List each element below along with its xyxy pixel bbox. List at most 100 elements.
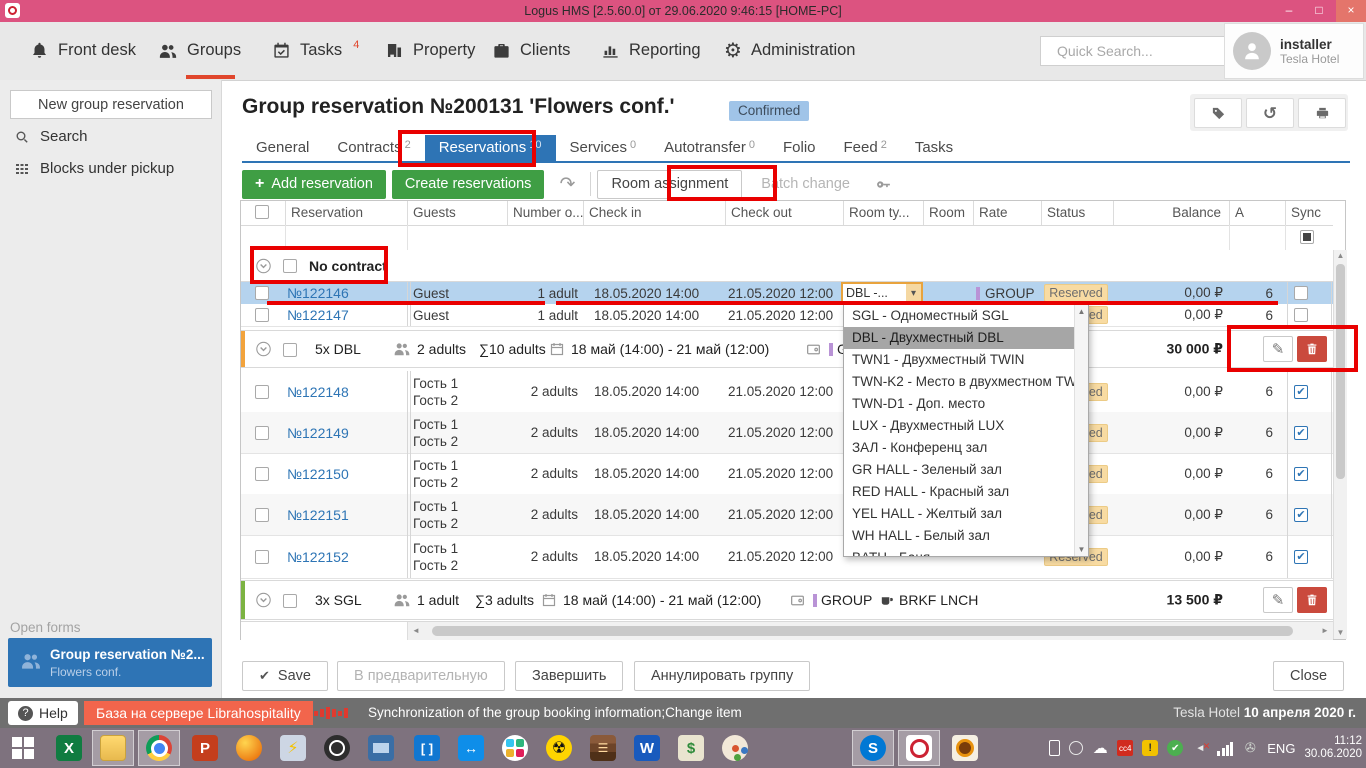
reservation-link[interactable]: №122148 bbox=[287, 383, 349, 400]
nav-groups[interactable]: Groups bbox=[158, 22, 241, 79]
nav-clients[interactable]: Clients bbox=[492, 22, 570, 79]
taskbar-obs[interactable] bbox=[316, 730, 358, 766]
dropdown-scrollbar[interactable]: ▲ ▼ bbox=[1074, 305, 1088, 556]
warning-icon[interactable] bbox=[1142, 740, 1159, 756]
col-balance[interactable]: Balance bbox=[1113, 201, 1225, 225]
col-number[interactable]: Number o... bbox=[507, 201, 583, 225]
room-type-option[interactable]: YEL HALL - Желтый зал bbox=[852, 506, 1003, 521]
batch-change-button[interactable]: Batch change bbox=[761, 176, 850, 192]
collapse-icon[interactable] bbox=[255, 341, 272, 358]
sync-checkbox[interactable] bbox=[1294, 286, 1308, 300]
help-button[interactable]: ? Help bbox=[8, 701, 78, 725]
scrollbar-thumb[interactable] bbox=[1336, 264, 1345, 479]
sync-checkbox[interactable] bbox=[1294, 308, 1308, 322]
delete-group-button[interactable] bbox=[1297, 587, 1327, 613]
row-checkbox[interactable] bbox=[255, 308, 269, 322]
col-checkin[interactable]: Check in bbox=[583, 201, 725, 225]
print-button[interactable] bbox=[1298, 98, 1346, 128]
taskbar-winrar[interactable] bbox=[582, 730, 624, 766]
room-type-option[interactable]: GR HALL - Зеленый зал bbox=[852, 462, 1002, 477]
tab-reservations[interactable]: Reservations 10 bbox=[424, 135, 556, 162]
user-panel[interactable]: installer Tesla Hotel bbox=[1224, 23, 1364, 79]
scrollbar-thumb[interactable] bbox=[432, 626, 1293, 636]
table-row[interactable]: №122149 Гость 1 Гость 2 2 adults 18.05.20… bbox=[241, 412, 1333, 454]
table-row[interactable]: №122148 Гость 1 Гость 2 2 adults 18.05.20… bbox=[241, 371, 1333, 413]
row-checkbox[interactable] bbox=[255, 466, 269, 481]
forward-arrow-icon[interactable]: ↷ bbox=[559, 173, 576, 195]
reservation-link[interactable]: №122151 bbox=[287, 506, 349, 523]
tab-feed[interactable]: Feed 2 bbox=[843, 139, 887, 156]
col-guests[interactable]: Guests bbox=[407, 201, 507, 225]
sync-checkbox[interactable] bbox=[1294, 507, 1308, 522]
network-signal-icon[interactable] bbox=[1217, 740, 1234, 756]
nav-administration[interactable]: ⚙ Administration bbox=[724, 22, 855, 79]
select-all-checkbox[interactable] bbox=[255, 205, 269, 219]
taskbar-xnview[interactable] bbox=[944, 730, 986, 766]
row-checkbox[interactable] bbox=[255, 507, 269, 522]
collapse-icon[interactable] bbox=[255, 257, 272, 274]
room-type-option[interactable]: BATH - Баня bbox=[844, 547, 1088, 556]
col-rate[interactable]: Rate bbox=[973, 201, 1041, 225]
delete-group-button[interactable] bbox=[1297, 336, 1327, 362]
annul-group-button[interactable]: Аннулировать группу bbox=[634, 661, 811, 691]
tab-general[interactable]: General bbox=[256, 139, 310, 156]
group-checkbox[interactable] bbox=[283, 343, 297, 357]
sync-checkbox[interactable] bbox=[1294, 425, 1308, 440]
taskbar-skype[interactable] bbox=[852, 730, 894, 766]
room-type-option[interactable]: TWN1 - Двухместный TWIN bbox=[852, 352, 1025, 367]
add-reservation-button[interactable]: Add reservation bbox=[242, 169, 386, 199]
room-type-option[interactable]: SGL - Одноместный SGL bbox=[852, 308, 1009, 323]
reservation-link[interactable]: №122150 bbox=[287, 465, 349, 482]
room-type-option[interactable]: ЗАЛ - Конференц зал bbox=[852, 440, 988, 455]
taskbar-radiation-app[interactable] bbox=[538, 730, 580, 766]
col-checkout[interactable]: Check out bbox=[725, 201, 843, 225]
history-button[interactable]: ↺ bbox=[1246, 98, 1294, 128]
quick-search[interactable] bbox=[1040, 36, 1240, 66]
onedrive-icon[interactable] bbox=[1092, 740, 1108, 756]
sync-filter-checkbox[interactable] bbox=[1300, 230, 1314, 244]
reservation-link[interactable]: №122146 bbox=[287, 285, 349, 301]
col-status[interactable]: Status bbox=[1041, 201, 1113, 225]
scroll-down-arrow[interactable]: ▼ bbox=[1336, 628, 1345, 637]
tab-services[interactable]: Services 0 bbox=[569, 139, 637, 156]
open-form-group-reservation[interactable]: Group reservation №2... Flowers conf. bbox=[8, 638, 212, 687]
checkmark-icon[interactable] bbox=[1167, 740, 1184, 756]
tab-folio[interactable]: Folio bbox=[783, 139, 816, 156]
volume-muted-icon[interactable] bbox=[1192, 740, 1211, 756]
tab-tasks[interactable]: Tasks bbox=[914, 139, 954, 156]
taskbar-paint-app[interactable] bbox=[714, 730, 756, 766]
room-type-option-selected[interactable]: DBL - Двухместный DBL bbox=[844, 327, 1088, 349]
search-input[interactable] bbox=[1055, 42, 1240, 60]
close-form-button[interactable]: Close bbox=[1273, 661, 1345, 691]
nav-property[interactable]: Property bbox=[385, 22, 475, 79]
col-reservation[interactable]: Reservation bbox=[285, 201, 407, 225]
group-row-sgl[interactable]: 3x SGL 1 adult ∑3 adults 18 май (14:00) … bbox=[241, 580, 1333, 620]
reservation-link[interactable]: №122152 bbox=[287, 548, 349, 565]
new-group-reservation-button[interactable]: New group reservation bbox=[10, 90, 212, 119]
reservation-link[interactable]: №122147 bbox=[287, 307, 349, 323]
finish-button[interactable]: Завершить bbox=[515, 661, 624, 691]
taskbar-slack[interactable] bbox=[494, 730, 536, 766]
sidebar-item-search[interactable]: Search bbox=[14, 128, 88, 145]
row-checkbox[interactable] bbox=[255, 384, 269, 399]
chevron-down-icon[interactable] bbox=[906, 284, 921, 302]
group-row-dbl[interactable]: 5x DBL 2 adults ∑10 adults 18 май (14:00… bbox=[241, 330, 1333, 368]
group-row-no-contract[interactable]: No contract bbox=[241, 250, 1333, 282]
reservation-link[interactable]: №122149 bbox=[287, 424, 349, 441]
room-type-option[interactable]: WH HALL - Белый зал bbox=[852, 528, 990, 543]
group-checkbox[interactable] bbox=[283, 259, 297, 273]
create-reservations-button[interactable]: Create reservations bbox=[391, 169, 545, 199]
col-room[interactable]: Room bbox=[923, 201, 973, 225]
room-type-combobox[interactable]: DBL -... bbox=[841, 282, 923, 304]
sidebar-item-blocks-under-pickup[interactable]: Blocks under pickup bbox=[14, 160, 174, 177]
scroll-up-arrow[interactable]: ▲ bbox=[1336, 251, 1345, 260]
restore-button[interactable]: □ bbox=[1315, 3, 1323, 17]
room-assignment-button[interactable]: Room assignment bbox=[597, 169, 743, 199]
sync-checkbox[interactable] bbox=[1294, 384, 1308, 399]
tab-autotransfer[interactable]: Autotransfer 0 bbox=[664, 139, 755, 156]
room-type-option[interactable]: TWN-D1 - Доп. место bbox=[852, 396, 986, 411]
taskbar-file-explorer[interactable] bbox=[92, 730, 134, 766]
scroll-right-arrow[interactable]: ► bbox=[1321, 626, 1329, 635]
edit-group-button[interactable] bbox=[1263, 587, 1293, 613]
taskbar-teamviewer[interactable] bbox=[450, 730, 492, 766]
